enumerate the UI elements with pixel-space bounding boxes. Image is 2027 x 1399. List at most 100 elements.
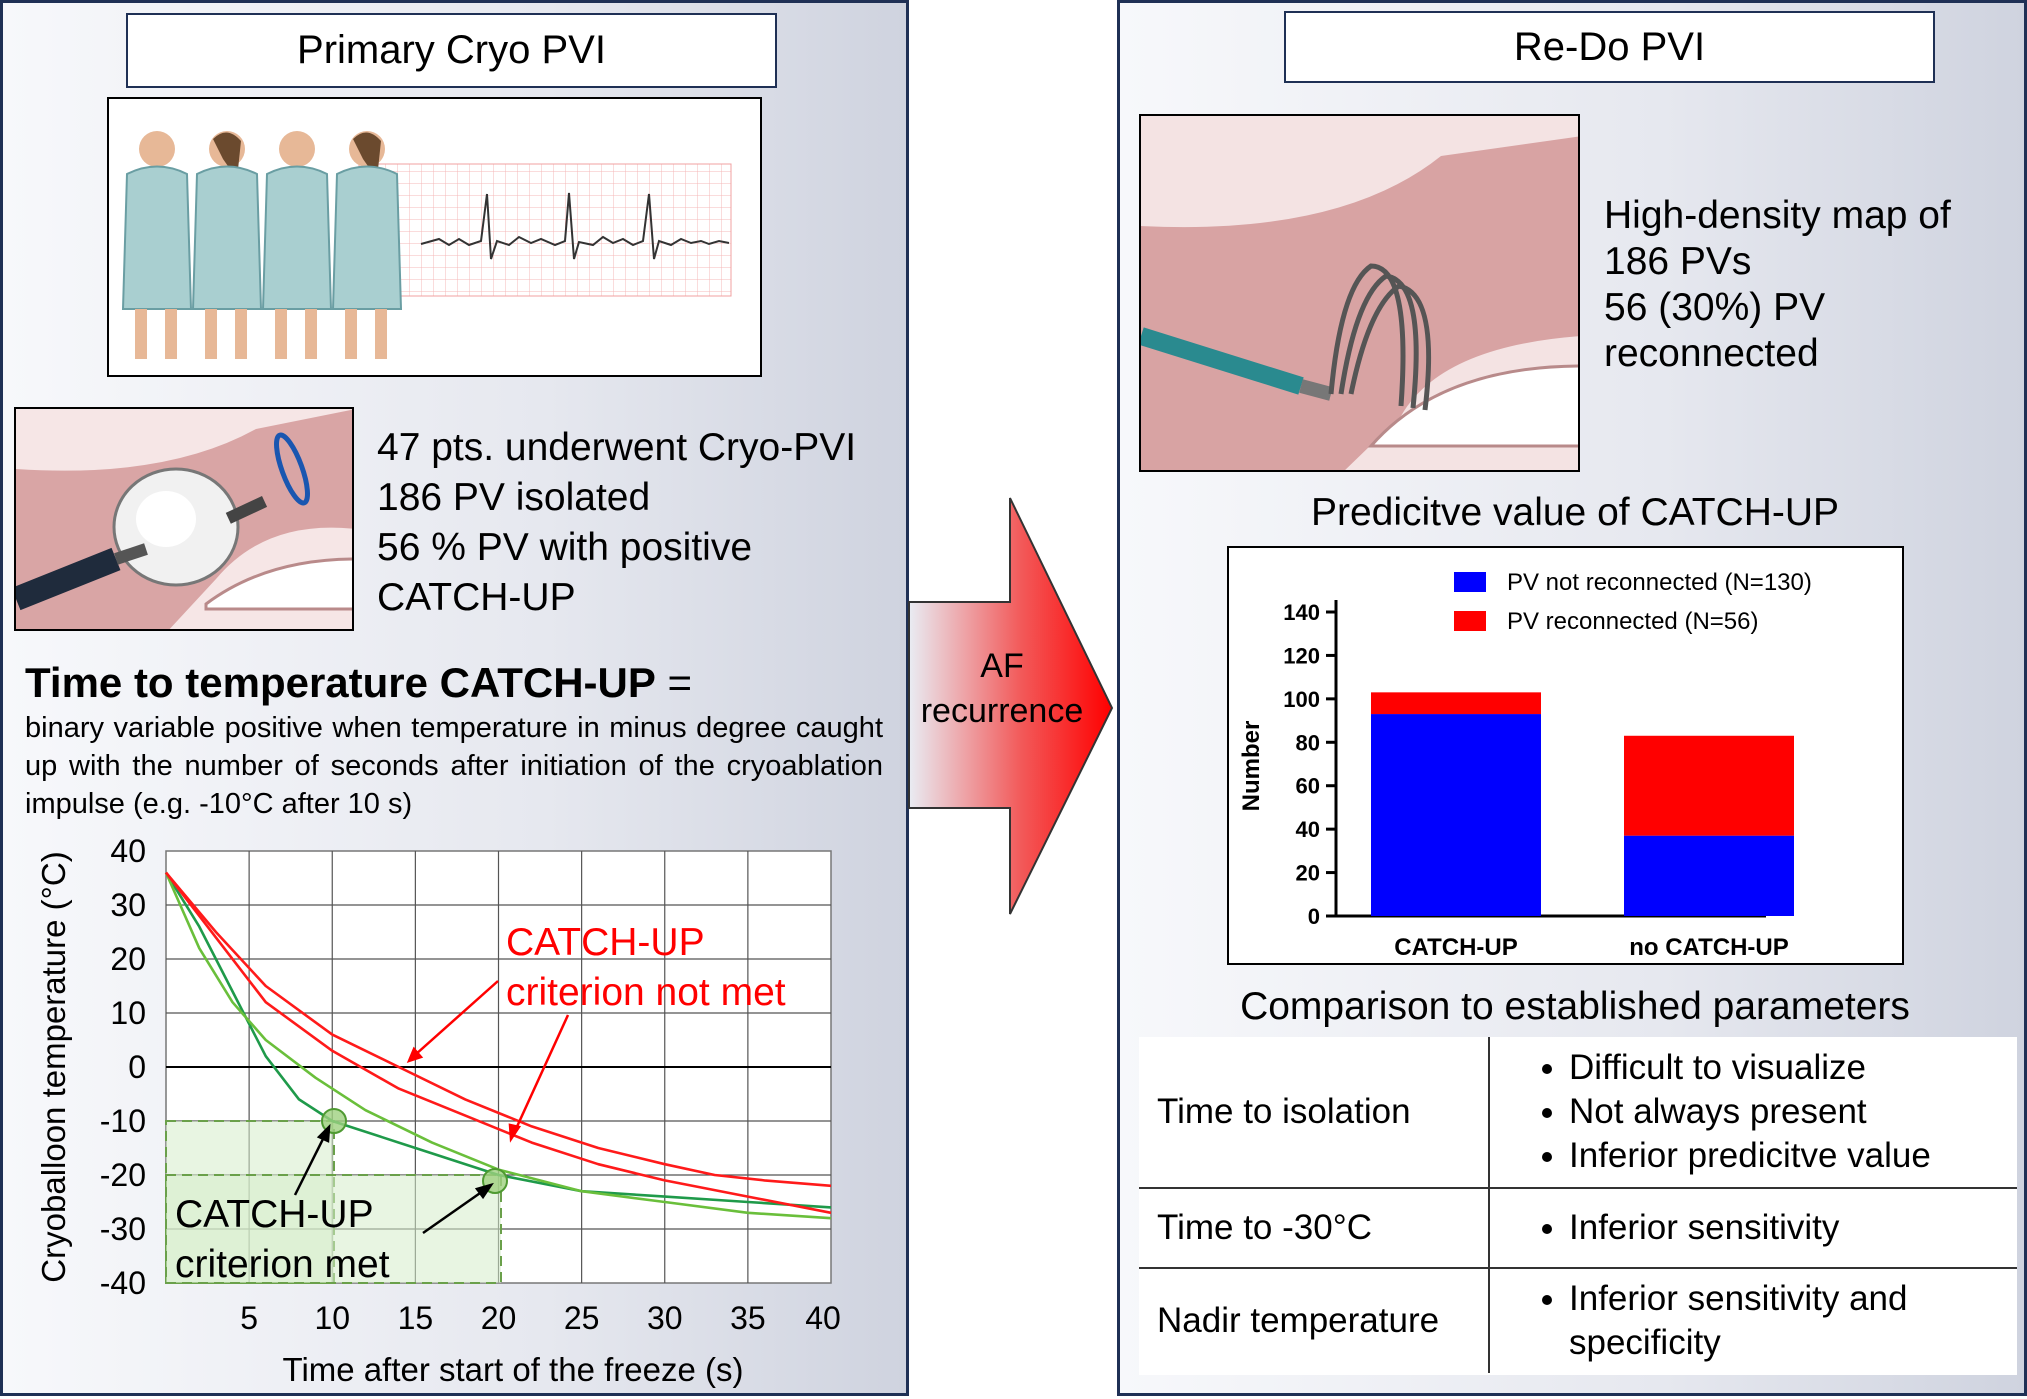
- panel-title-redo-text: Re-Do PVI: [1513, 24, 1706, 69]
- temp-y-tick: -40: [100, 1265, 146, 1301]
- definition-heading-bold: Time to temperature CATCH-UP: [25, 659, 656, 706]
- panel-title-redo: Re-Do PVI: [1284, 11, 1935, 83]
- summary-line-isolated: 186 PV isolated: [377, 476, 651, 519]
- temp-y-ticks: 40 30 20 10 0 -10 -20 -30 -40: [100, 833, 146, 1301]
- temp-curves: [164, 871, 832, 1220]
- comparison-table-box: Time to isolation Difficult to visualize…: [1139, 1037, 2017, 1375]
- comparison-row-nadir: Nadir temperature Inferior sensitivity a…: [1139, 1268, 2017, 1373]
- bar-y-tick: 0: [1308, 904, 1320, 929]
- ecg-trace: [420, 192, 730, 260]
- comparison-point: Inferior predicitve value: [1569, 1134, 2016, 1178]
- annotation-met: CATCH-UP criterion met: [175, 1193, 390, 1286]
- legend-swatch: [1454, 572, 1486, 592]
- primary-summary: 47 pts. underwent Cryo-PVI 186 PV isolat…: [377, 423, 902, 623]
- curve-notmet-b: [164, 871, 832, 1215]
- bar-ylabel: Number: [1238, 721, 1265, 812]
- bar-y-ticks: 0 20 40 60 80 100 120 140: [1283, 600, 1336, 929]
- temp-y-tick: -30: [100, 1211, 146, 1247]
- temp-y-tick: -10: [100, 1103, 146, 1139]
- map-summary: High-density map of 186 PVs 56 (30%) PV …: [1604, 193, 2004, 377]
- bar-categories: CATCH-UP no CATCH-UP: [1394, 934, 1789, 961]
- curve-notmet-a: [165, 871, 832, 1188]
- legend-swatch: [1454, 611, 1486, 631]
- bar-segment: [1624, 735, 1794, 836]
- patient-figures: [121, 131, 403, 359]
- temp-y-tick: -20: [100, 1157, 146, 1193]
- temp-xlabel: Time after start of the freeze (s): [283, 1351, 744, 1388]
- bar-segment: [1371, 692, 1541, 715]
- bar-category-label: no CATCH-UP: [1629, 934, 1789, 961]
- curve-met-20: [164, 872, 832, 1220]
- comparison-point: Inferior sensitivity: [1569, 1206, 2016, 1250]
- bar-segment: [1624, 835, 1794, 916]
- af-arrow-line2: recurrence: [921, 692, 1084, 730]
- temp-x-tick: 40: [805, 1300, 841, 1336]
- temp-y-tick: 0: [128, 1049, 146, 1085]
- map-line-2: 186 PVs: [1604, 240, 1752, 283]
- patients-ecg-image: [121, 131, 732, 359]
- af-arrow-shape: [908, 497, 1114, 915]
- bar-y-tick: 80: [1296, 730, 1320, 755]
- cryoballoon-image: [16, 409, 352, 629]
- temp-x-tick: 35: [730, 1300, 766, 1336]
- bar-legend: PV not reconnected (N=130) PV reconnected…: [1454, 569, 1812, 635]
- map-line-4: reconnected: [1604, 332, 1819, 375]
- definition-heading: Time to temperature CATCH-UP =: [25, 657, 692, 709]
- af-arrow-line1: AF: [980, 647, 1023, 685]
- comparison-param: Time to -30°C: [1139, 1188, 1490, 1268]
- bar-chart-svg: Number 0 20 40 60 80 100 120 140 CATCH-UP no CAT…: [1238, 569, 1812, 961]
- annotation-met-line1: CATCH-UP: [175, 1193, 374, 1236]
- cryoballoon-illustration: [14, 407, 354, 631]
- bar-y-tick: 60: [1296, 774, 1320, 799]
- comparison-param: Time to isolation: [1139, 1037, 1490, 1188]
- summary-line-patients: 47 pts. underwent Cryo-PVI: [377, 426, 857, 469]
- legend-label: PV not reconnected (N=130): [1507, 569, 1812, 596]
- comparison-points: Inferior sensitivity: [1489, 1188, 2017, 1268]
- comparison-points: Inferior sensitivity and specificity: [1489, 1268, 2017, 1373]
- legend-label: PV reconnected (N=56): [1507, 608, 1758, 635]
- temp-y-tick: 40: [110, 833, 146, 869]
- primary-cryo-panel: Primary Cryo PVI: [0, 0, 909, 1396]
- annotation-met-arrows: [293, 1123, 494, 1235]
- map-line-3: 56 (30%) PV: [1604, 286, 1826, 329]
- bar-series: [1371, 692, 1794, 916]
- temperature-chart: 40 30 20 10 0 -10 -20 -30 -40 5 10 15 20 25 30 35 40 Cr…: [35, 833, 841, 1388]
- redo-pvi-panel: Re-Do PVI High-density map of 186 PVs 56…: [1117, 0, 2027, 1396]
- map-line-1: High-density map of: [1604, 194, 1951, 237]
- comparison-table: Time to isolation Difficult to visualize…: [1139, 1037, 2017, 1373]
- comparison-point: Difficult to visualize: [1569, 1046, 2016, 1090]
- panel-title-primary: Primary Cryo PVI: [126, 13, 777, 88]
- met-zone-20: [165, 1174, 502, 1284]
- comparison-points: Difficult to visualize Not always presen…: [1489, 1037, 2017, 1188]
- temp-y-tick: 10: [110, 995, 146, 1031]
- patients-ecg-illustration: [107, 97, 762, 377]
- annotation-met-line2: criterion met: [175, 1243, 390, 1286]
- bar-y-tick: 140: [1283, 600, 1320, 625]
- temp-x-tick: 5: [240, 1300, 258, 1336]
- panel-title-primary-text: Primary Cryo PVI: [297, 28, 606, 72]
- definition-text: binary variable positive when temperatur…: [25, 712, 883, 820]
- annotation-not-met: CATCH-UP criterion not met: [506, 921, 786, 1014]
- temp-x-tick: 25: [564, 1300, 600, 1336]
- temp-y-tick: 20: [110, 941, 146, 977]
- predictive-bar-chart: Number 0 20 40 60 80 100 120 140 CATCH-UP no CAT…: [1227, 546, 1904, 965]
- definition-heading-eq: =: [655, 659, 693, 706]
- temp-x-tick: 30: [647, 1300, 683, 1336]
- annotation-not-met-line2: criterion not met: [506, 971, 786, 1014]
- annotation-not-met-arrows: [406, 980, 570, 1143]
- comparison-row-isolation: Time to isolation Difficult to visualize…: [1139, 1037, 2017, 1188]
- temp-x-tick: 10: [314, 1300, 350, 1336]
- bar-y-tick: 40: [1296, 817, 1320, 842]
- temp-x-ticks: 5 10 15 20 25 30 35 40: [240, 1300, 841, 1336]
- mapping-catheter-image: [1141, 116, 1578, 470]
- annotation-not-met-line1: CATCH-UP: [506, 921, 705, 964]
- comparison-point: Inferior sensitivity and specificity: [1569, 1277, 2016, 1365]
- summary-line-catchup: CATCH-UP: [377, 576, 576, 619]
- comparison-row-30c: Time to -30°C Inferior sensitivity: [1139, 1188, 2017, 1268]
- comparison-title: Comparison to established parameters: [1240, 985, 1910, 1028]
- comparison-point: Not always present: [1569, 1090, 2016, 1134]
- temp-x-tick: 15: [398, 1300, 434, 1336]
- curve-met-10: [164, 871, 832, 1209]
- predictive-title: Predicitve value of CATCH-UP: [1310, 491, 1840, 534]
- temp-chart-frame: [165, 850, 832, 1284]
